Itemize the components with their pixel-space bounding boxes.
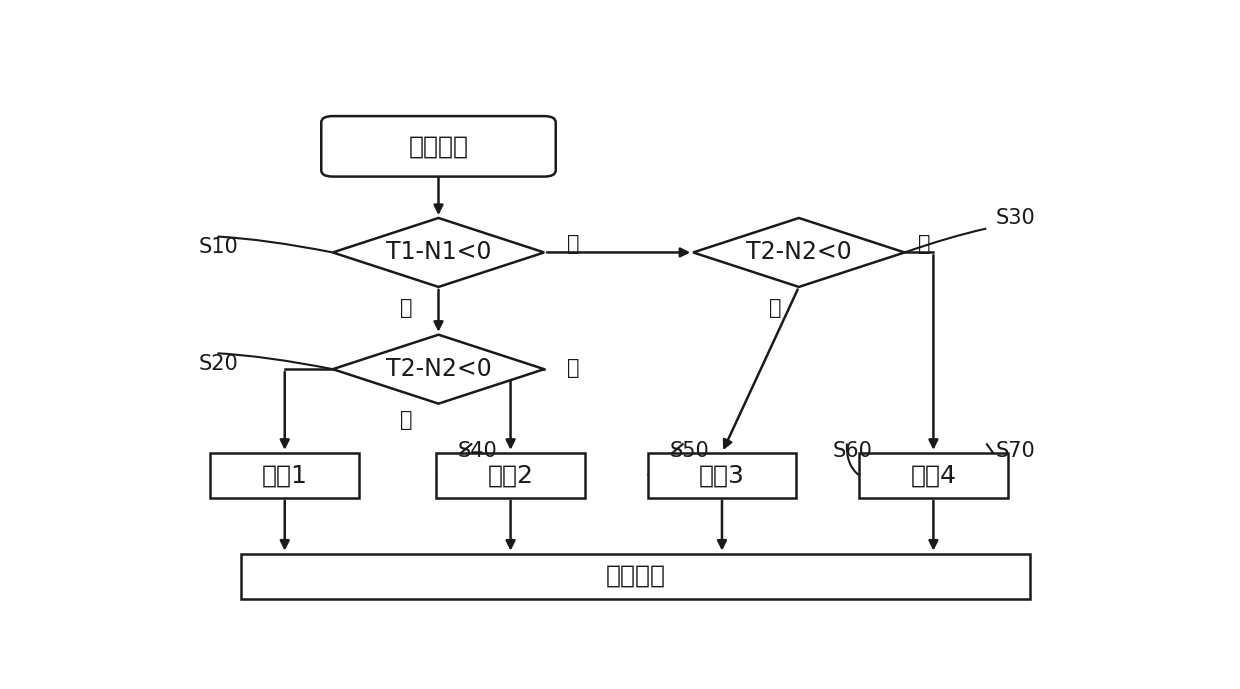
Bar [859,453,1008,498]
Bar [647,453,796,498]
Text: 是: 是 [769,298,781,318]
Text: 否: 否 [567,234,579,254]
Text: S10: S10 [198,237,238,257]
Text: 程序结束: 程序结束 [605,564,666,588]
Bar [436,453,585,498]
FancyBboxPatch shape [321,116,556,176]
Polygon shape [693,218,905,287]
Text: T2-N2<0: T2-N2<0 [386,357,491,381]
Text: 程序开始: 程序开始 [408,134,469,158]
Text: 否: 否 [918,234,930,254]
Text: S40: S40 [458,442,497,462]
Text: 是: 是 [401,409,413,429]
Text: 模式4: 模式4 [910,463,956,487]
Text: 是: 是 [401,298,413,318]
Polygon shape [332,335,544,404]
Text: 模式3: 模式3 [699,463,745,487]
Text: S30: S30 [996,208,1035,228]
Text: 模式2: 模式2 [487,463,533,487]
Polygon shape [332,218,544,287]
Text: S70: S70 [996,442,1035,462]
Text: T1-N1<0: T1-N1<0 [386,240,491,265]
Text: S50: S50 [670,442,709,462]
Text: T2-N2<0: T2-N2<0 [746,240,852,265]
Text: S60: S60 [832,442,873,462]
Text: 模式1: 模式1 [262,463,308,487]
Text: 否: 否 [567,358,579,378]
Bar [242,553,1029,599]
Bar [211,453,360,498]
Text: S20: S20 [198,354,238,374]
